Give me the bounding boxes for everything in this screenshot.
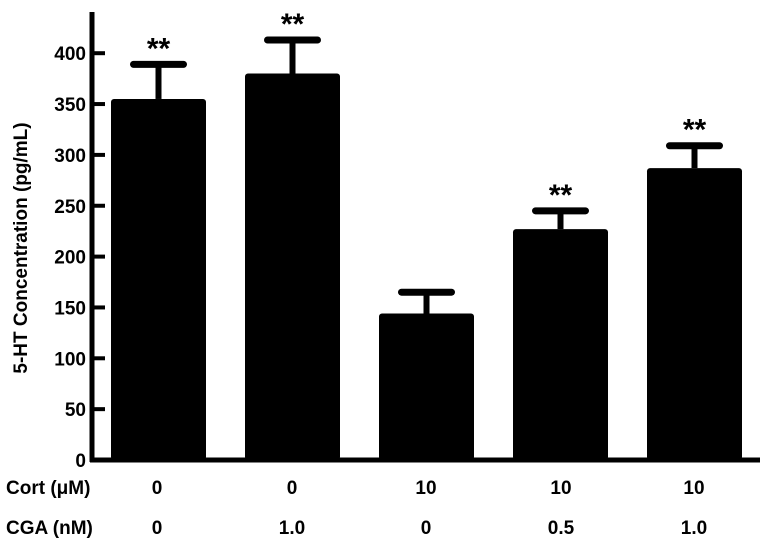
cort-value: 10 — [683, 478, 705, 499]
y-tick-label: 300 — [54, 146, 86, 167]
cga-row-label: CGA (nM) — [6, 518, 93, 539]
significance-marker: ** — [683, 114, 707, 147]
y-tick-label: 350 — [54, 95, 86, 116]
bar — [111, 98, 206, 460]
significance-marker: ** — [281, 8, 305, 41]
bar — [647, 168, 742, 460]
y-tick-label: 250 — [54, 197, 86, 218]
y-tick-label: 150 — [54, 298, 86, 319]
cga-value: 1.0 — [680, 518, 708, 539]
cort-row-label: Cort (μM) — [6, 478, 91, 499]
axes: 0 50 100 150 200 250 300 350 400 — [54, 12, 760, 472]
bar — [245, 73, 340, 460]
bars: ** ** ** ** — [111, 8, 742, 460]
bar — [513, 229, 608, 460]
y-tick-label: 50 — [65, 400, 86, 421]
cga-value: 0 — [420, 518, 432, 539]
y-tick-label: 100 — [54, 349, 86, 370]
cort-value: 10 — [550, 478, 572, 499]
cga-value: 0 — [151, 518, 163, 539]
y-tick-label: 400 — [54, 44, 86, 65]
bar — [379, 313, 474, 460]
y-tick-label: 0 — [75, 451, 86, 472]
cga-value: 0.5 — [547, 518, 575, 539]
y-tick-label: 200 — [54, 248, 86, 269]
cort-value: 0 — [286, 478, 298, 499]
cga-value: 1.0 — [278, 518, 306, 539]
cort-value: 10 — [415, 478, 437, 499]
y-axis-label: 5-HT Concentration (pg/mL) — [11, 122, 32, 374]
cort-value: 0 — [151, 478, 163, 499]
significance-marker: ** — [549, 179, 573, 212]
significance-marker: ** — [147, 32, 171, 65]
